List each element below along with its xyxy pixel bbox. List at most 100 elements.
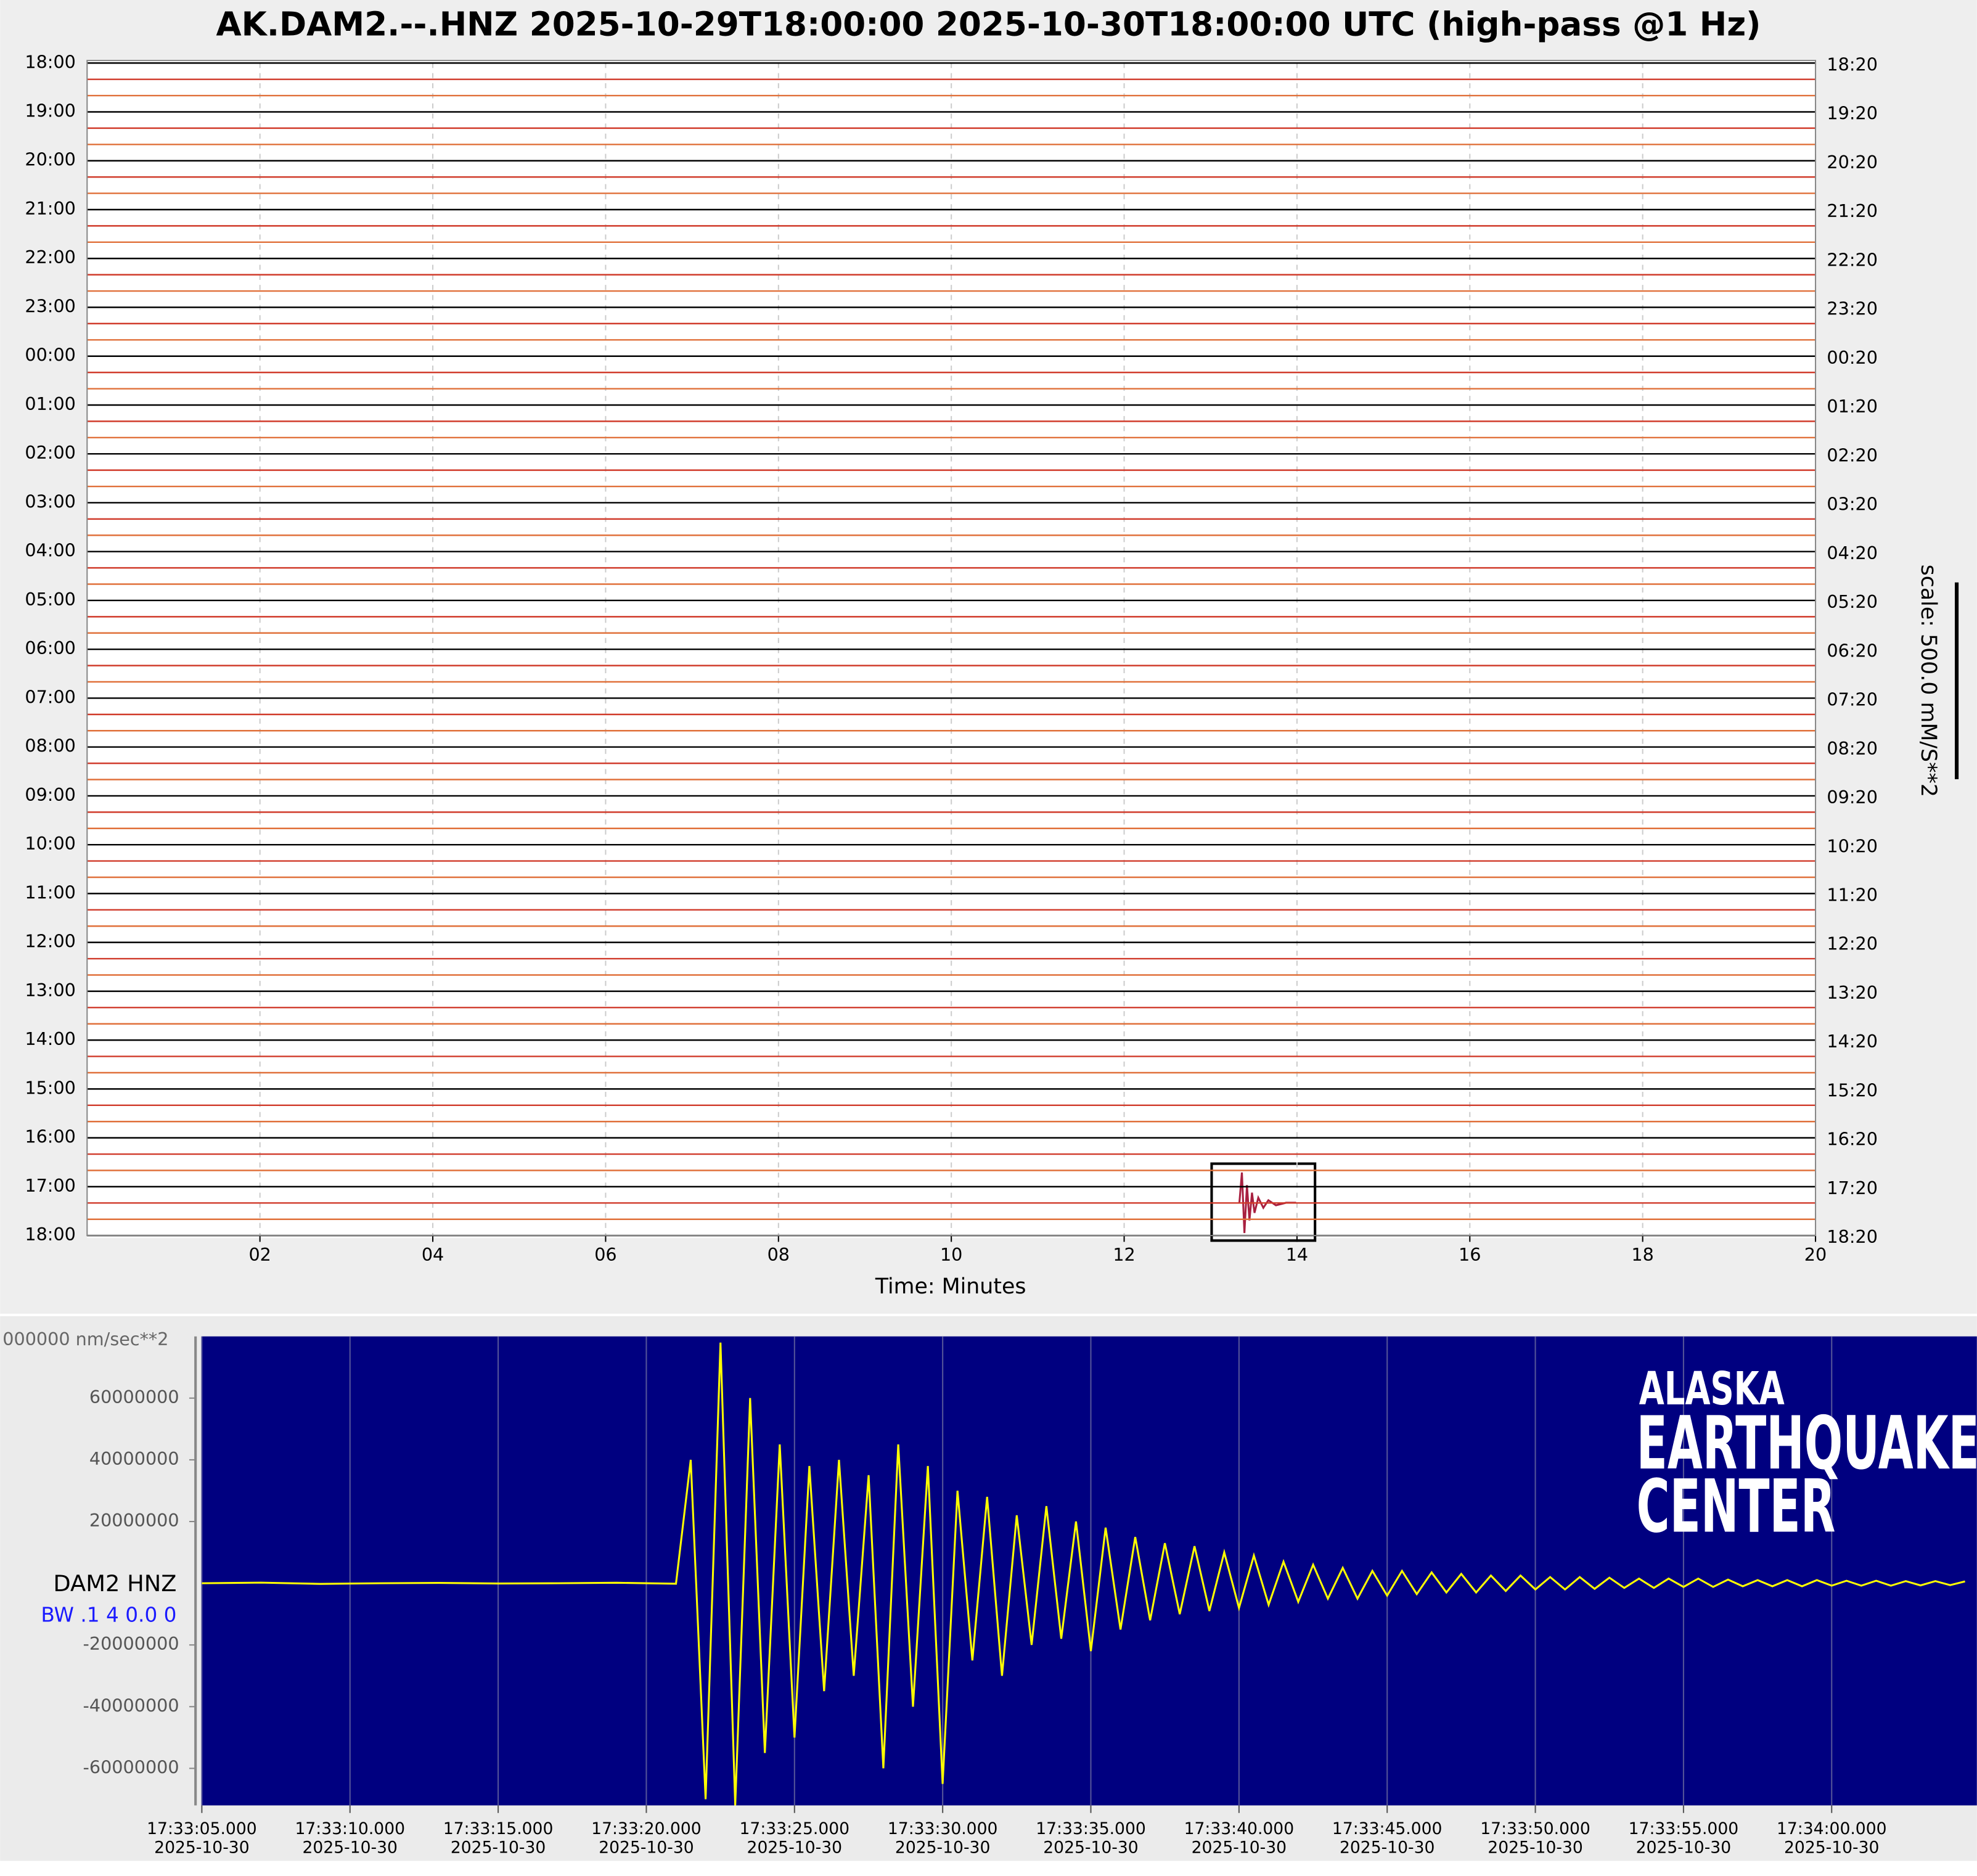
- x-tick-label: 20: [1804, 1244, 1827, 1265]
- x-tick-label: 17:33:55.000: [1629, 1819, 1739, 1838]
- x-tick-date: 2025-10-30: [154, 1838, 249, 1858]
- row-label: 16:00: [25, 1126, 76, 1147]
- logo-line: EARTHQUAKE: [1637, 1401, 1977, 1486]
- row-label: 18:00: [25, 51, 76, 72]
- x-tick-date: 2025-10-30: [1340, 1838, 1435, 1858]
- logo-line: CENTER: [1637, 1464, 1836, 1549]
- filter-label: BW .1 4 0.0 0: [41, 1604, 176, 1627]
- y-axis-label: 000000 nm/sec**2: [2, 1329, 168, 1350]
- x-tick-label: 12: [1113, 1244, 1135, 1265]
- x-tick-label: 08: [767, 1244, 790, 1265]
- trace-label: DAM2 HNZ: [53, 1570, 176, 1597]
- x-tick-label: 17:33:40.000: [1184, 1819, 1295, 1838]
- x-tick-date: 2025-10-30: [1488, 1838, 1582, 1858]
- row-label-right: 02:20: [1827, 444, 1878, 465]
- x-tick-date: 2025-10-30: [1636, 1838, 1731, 1858]
- x-axis-label: Time: Minutes: [875, 1274, 1026, 1299]
- x-tick-label: 17:33:50.000: [1480, 1819, 1590, 1838]
- row-label-right: 18:20: [1827, 54, 1878, 75]
- row-label: 23:00: [25, 295, 76, 316]
- row-label-right: 07:20: [1827, 689, 1878, 710]
- event-box: [1210, 1162, 1317, 1242]
- row-label: 09:00: [25, 784, 76, 805]
- row-label: 21:00: [25, 198, 76, 219]
- row-label-right: 17:20: [1827, 1178, 1878, 1198]
- row-label-right: 13:20: [1827, 982, 1878, 1003]
- x-tick-label: 18: [1631, 1244, 1653, 1265]
- x-tick-label: 17:33:05.000: [147, 1819, 257, 1838]
- x-tick-label: 17:33:10.000: [295, 1819, 405, 1838]
- row-label: 07:00: [25, 686, 76, 707]
- row-label-right: 00:20: [1827, 347, 1878, 368]
- y-tick-label: 60000000: [89, 1387, 179, 1407]
- row-label: 02:00: [25, 442, 76, 463]
- row-label-right: 11:20: [1827, 885, 1878, 906]
- row-label: 04:00: [25, 540, 76, 561]
- row-label-right: 18:20: [1827, 1226, 1878, 1247]
- y-tick-label: -60000000: [83, 1756, 179, 1777]
- y-tick-label: -40000000: [83, 1695, 179, 1716]
- x-tick-label: 17:33:35.000: [1036, 1819, 1146, 1838]
- waveform-layer: [201, 1336, 1965, 1806]
- row-label: 00:00: [25, 345, 76, 366]
- x-tick-label: 04: [422, 1244, 444, 1265]
- row-label: 20:00: [25, 149, 76, 170]
- x-tick-label: 16: [1459, 1244, 1481, 1265]
- row-label-right: 21:20: [1827, 200, 1878, 221]
- x-tick-label: 17:33:15.000: [443, 1819, 554, 1838]
- scale-label: scale: 500.0 mM/S**2: [1916, 565, 1941, 797]
- row-label: 13:00: [25, 980, 76, 1001]
- y-tick-label: 40000000: [89, 1448, 179, 1469]
- x-tick-label: 17:33:25.000: [740, 1819, 850, 1838]
- x-tick-date: 2025-10-30: [1043, 1838, 1138, 1858]
- y-tick-label: 20000000: [89, 1510, 179, 1531]
- x-tick-date: 2025-10-30: [1784, 1838, 1879, 1858]
- row-label-right: 15:20: [1827, 1079, 1878, 1100]
- row-label-right: 14:20: [1827, 1031, 1878, 1052]
- row-label: 08:00: [25, 735, 76, 756]
- x-tick-label: 17:34:00.000: [1777, 1819, 1887, 1838]
- row-label: 18:00: [25, 1224, 76, 1245]
- x-tick-label: 17:33:30.000: [888, 1819, 998, 1838]
- x-tick-label: 06: [594, 1244, 616, 1265]
- x-tick-date: 2025-10-30: [1192, 1838, 1287, 1858]
- row-label-right: 20:20: [1827, 152, 1878, 173]
- x-tick-label: 14: [1286, 1244, 1308, 1265]
- row-label: 01:00: [25, 393, 76, 414]
- row-label-right: 12:20: [1827, 933, 1878, 954]
- x-tick-date: 2025-10-30: [303, 1838, 398, 1858]
- event-trace: [1238, 1172, 1296, 1234]
- waveform: [202, 1342, 1965, 1806]
- row-label-right: 23:20: [1827, 298, 1878, 319]
- row-label: 15:00: [25, 1077, 76, 1098]
- row-label: 12:00: [25, 931, 76, 952]
- row-label-right: 10:20: [1827, 835, 1878, 856]
- x-tick-label: 17:33:20.000: [591, 1819, 702, 1838]
- x-tick-date: 2025-10-30: [895, 1838, 990, 1858]
- row-label: 17:00: [25, 1175, 76, 1196]
- row-label-right: 04:20: [1827, 543, 1878, 563]
- row-label-right: 08:20: [1827, 738, 1878, 759]
- row-label-right: 16:20: [1827, 1129, 1878, 1150]
- row-label-right: 03:20: [1827, 494, 1878, 515]
- x-tick-label: 02: [248, 1244, 271, 1265]
- row-label: 10:00: [25, 833, 76, 854]
- row-label-right: 19:20: [1827, 103, 1878, 124]
- row-label: 03:00: [25, 491, 76, 512]
- row-label-right: 09:20: [1827, 787, 1878, 808]
- row-label-right: 05:20: [1827, 591, 1878, 612]
- row-label: 06:00: [25, 637, 76, 658]
- row-label: 19:00: [25, 100, 76, 121]
- x-tick-date: 2025-10-30: [747, 1838, 842, 1858]
- row-label-right: 06:20: [1827, 640, 1878, 661]
- logo-line: ALASKA: [1639, 1362, 1785, 1415]
- y-tick-label: -20000000: [83, 1633, 179, 1654]
- row-label: 05:00: [25, 589, 76, 610]
- chart-title: AK.DAM2.--.HNZ 2025-10-29T18:00:00 2025-…: [216, 6, 1761, 44]
- row-label: 11:00: [25, 882, 76, 903]
- x-tick-date: 2025-10-30: [599, 1838, 694, 1858]
- row-label-right: 01:20: [1827, 396, 1878, 417]
- row-label-right: 22:20: [1827, 249, 1878, 270]
